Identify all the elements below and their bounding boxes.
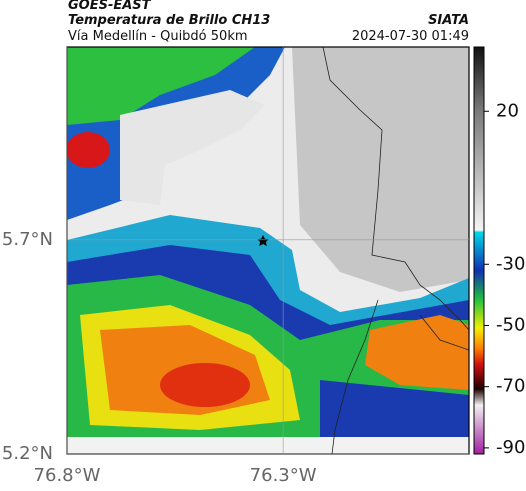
y-tick-label: 5.2°N xyxy=(2,443,53,464)
colorbar-tick-label: -90 xyxy=(496,437,525,458)
satellite-image xyxy=(67,47,469,454)
product: Temperatura de Brillo CH13 xyxy=(68,13,270,28)
timestamp: 2024-07-30 01:49 xyxy=(352,29,469,44)
platform: GOES-EAST xyxy=(68,0,152,13)
colorbar-tick-label: -70 xyxy=(496,376,525,397)
source: SIATA xyxy=(428,13,469,28)
colorbar-tick-label: 20 xyxy=(496,100,519,121)
colorbar-tick-label: -50 xyxy=(496,314,525,335)
y-tick-label: 5.7°N xyxy=(2,229,53,250)
colorbar xyxy=(473,46,485,455)
x-tick-label: 76.8°W xyxy=(34,465,101,486)
x-tick-label: 76.3°W xyxy=(250,465,317,486)
region: Vía Medellín - Quibdó 50km xyxy=(68,29,248,44)
colorbar-tick-label: -30 xyxy=(496,253,525,274)
